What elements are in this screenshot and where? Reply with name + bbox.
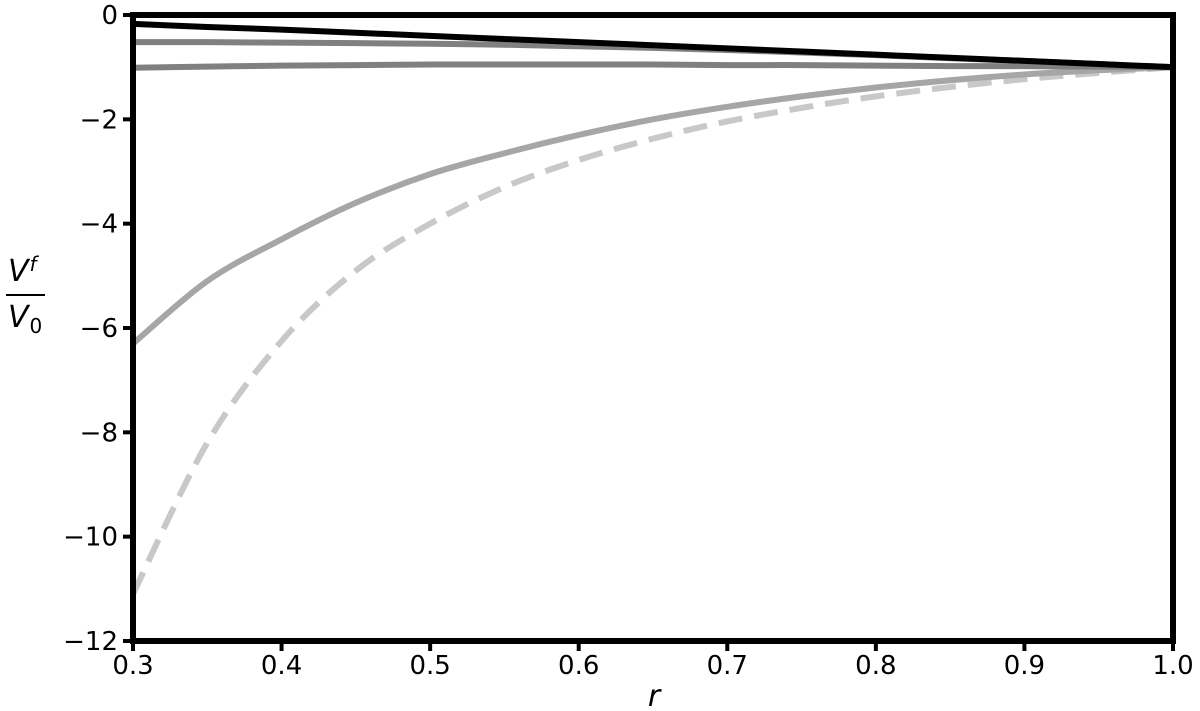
y-axis-label: Vf V0 xyxy=(6,252,45,338)
y-tick-label: −8 xyxy=(80,418,118,448)
series-layer xyxy=(130,20,1174,596)
svg-text:Vf: Vf xyxy=(8,252,40,289)
y-tick-label: −2 xyxy=(80,105,118,135)
y-tick-label: 0 xyxy=(101,1,118,31)
x-tick-label: 0.9 xyxy=(1004,651,1045,681)
x-tick-label: 0.7 xyxy=(707,651,748,681)
plot-frame xyxy=(130,12,1176,644)
x-tick-label: 0.5 xyxy=(409,651,450,681)
series-line-4 xyxy=(131,64,1174,346)
series-line-3 xyxy=(132,61,1174,71)
y-tick-label: −10 xyxy=(63,523,118,553)
x-tick-label: 0.4 xyxy=(261,651,302,681)
y-tick-label: −12 xyxy=(63,627,118,657)
y-tick-label: −6 xyxy=(80,314,118,344)
svg-text:V0: V0 xyxy=(8,300,42,338)
series-line-5 xyxy=(130,64,1174,596)
x-tick-label: 0.6 xyxy=(558,651,599,681)
ticks-layer: 0.3 0.4 0.5 0.6 0.7 0.8 0.9 1.0 0 −2 −4 −6 −8 −10 −12 xyxy=(63,1,1194,681)
y-label-numerator-main: V xyxy=(8,254,31,289)
y-label-denominator-main: V xyxy=(8,300,31,335)
x-tick-label: 0.8 xyxy=(855,651,896,681)
y-label-denominator-sub: 0 xyxy=(30,314,43,338)
series-line-1 xyxy=(132,20,1174,71)
x-tick-label: 1.0 xyxy=(1152,651,1193,681)
y-tick-label: −4 xyxy=(80,210,118,240)
y-label-numerator-sub: f xyxy=(30,252,40,276)
x-tick-label: 0.3 xyxy=(112,651,153,681)
x-axis-label: r xyxy=(648,679,662,711)
